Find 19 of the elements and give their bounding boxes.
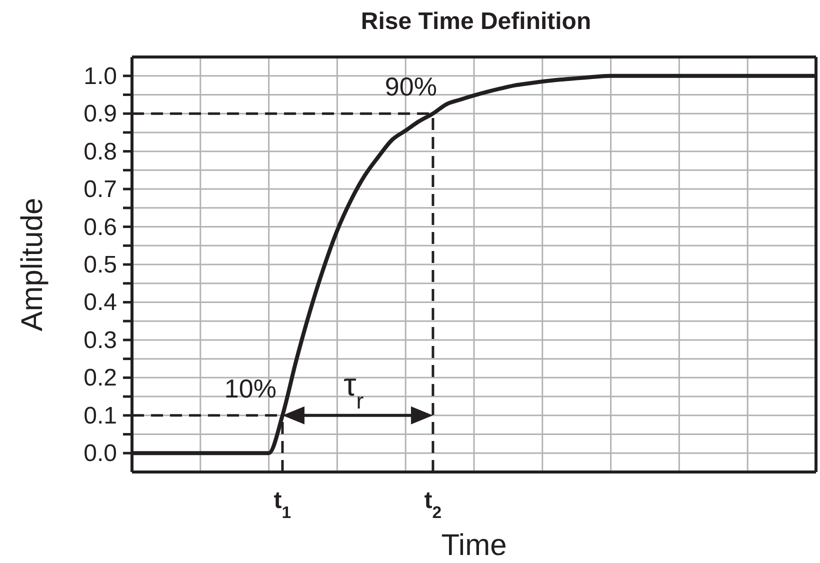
y-tick-label: 0.2	[84, 364, 117, 392]
y-tick-label: 1.0	[84, 62, 117, 90]
x-axis-title: Time	[441, 529, 507, 562]
annotation: 10%	[224, 373, 276, 404]
x-tick-label: t$_{2}$	[424, 487, 442, 522]
y-tick-label: 0.9	[84, 100, 117, 128]
annotation: τ$_{r}$	[344, 366, 364, 413]
y-tick-label: 0.5	[84, 252, 117, 278]
y-tick-label: 0.3	[84, 326, 117, 354]
y-tick-label: 0.8	[84, 138, 117, 166]
chart-title: Rise Time Definition	[360, 8, 592, 36]
y-tick-label: 0.1	[84, 402, 117, 430]
x-tick-label: t$_{1}$	[274, 487, 292, 522]
y-tick-label: 0.7	[84, 176, 117, 204]
y-tick-label: 0.6	[84, 214, 117, 241]
annotation: 90%	[384, 72, 437, 102]
y-tick-label: 0.0	[84, 440, 117, 468]
y-axis-title: Amplitude	[16, 198, 48, 332]
y-tick-label: 0.4	[84, 289, 117, 316]
